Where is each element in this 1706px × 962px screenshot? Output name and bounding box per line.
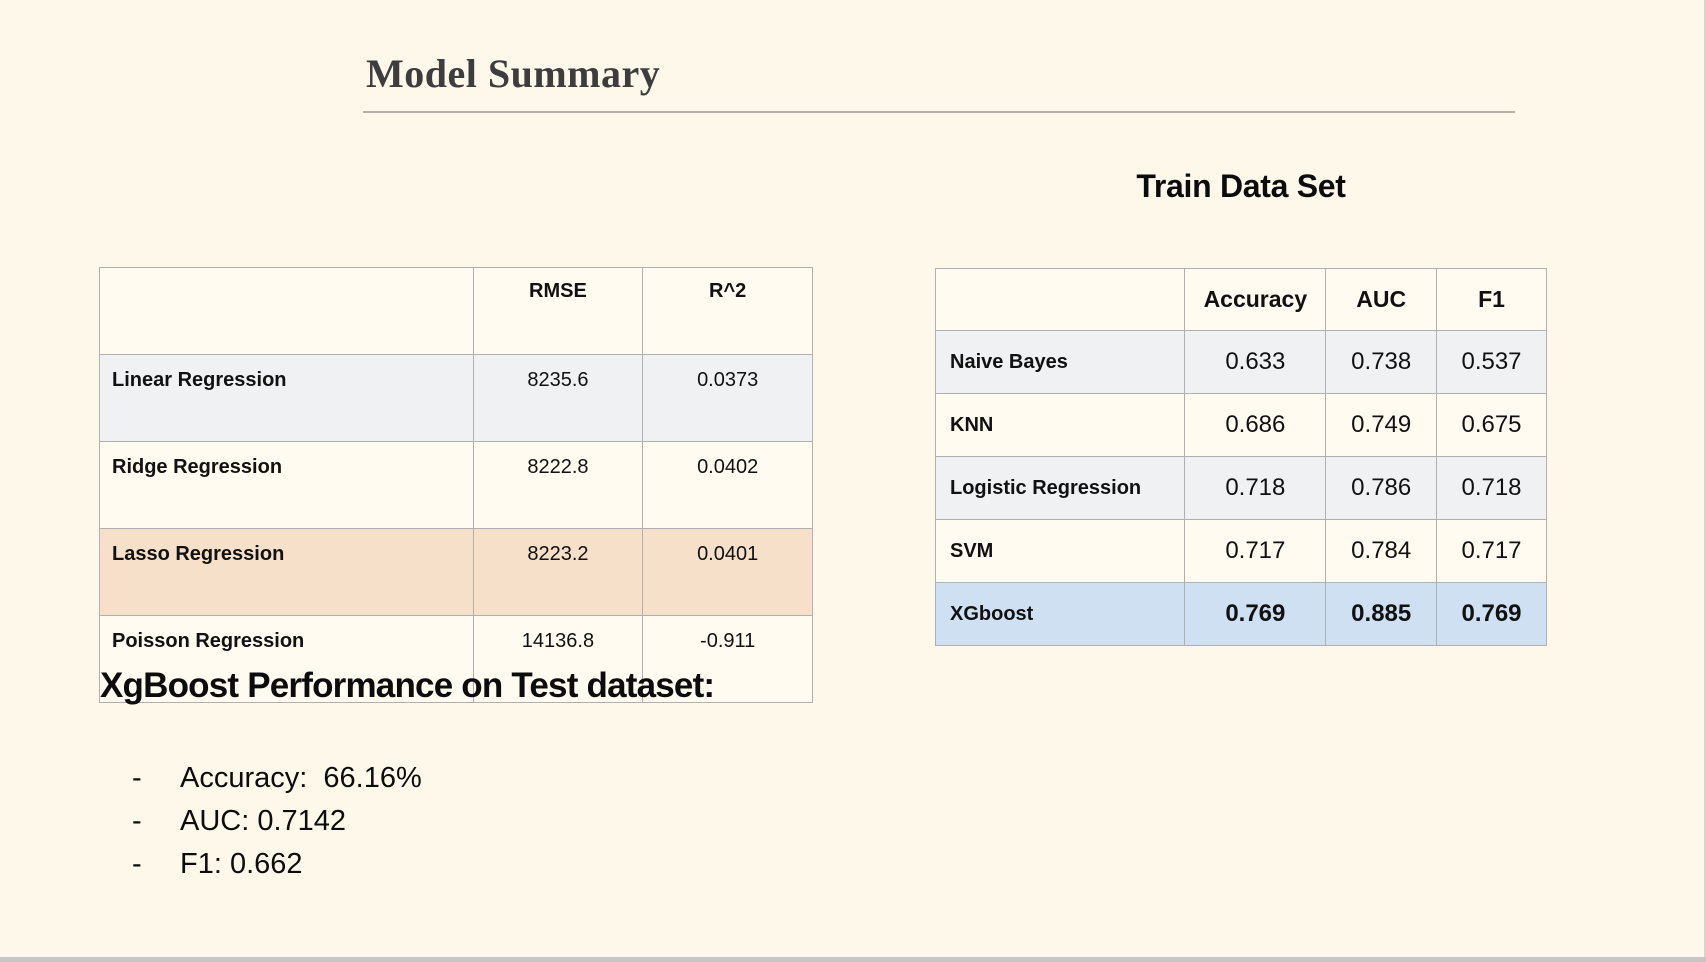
- auc-cell: 0.786: [1325, 456, 1437, 520]
- accuracy-cell: 0.769: [1184, 582, 1327, 646]
- r2-cell: 0.0402: [642, 441, 813, 529]
- table-row: Ridge Regression 8222.8 0.0402: [99, 441, 813, 529]
- model-name-cell: Lasso Regression: [99, 528, 474, 616]
- list-item: - F1: 0.662: [132, 848, 422, 891]
- auc-cell: 0.784: [1325, 519, 1437, 583]
- model-name-cell: Logistic Regression: [934, 456, 1186, 520]
- r2-cell: -0.911: [642, 615, 813, 703]
- table-row-highlighted: Lasso Regression 8223.2 0.0401: [99, 528, 813, 616]
- auc-cell: 0.885: [1325, 582, 1437, 646]
- train-metrics-table: Accuracy AUC F1 Naive Bayes 0.633 0.738 …: [934, 268, 1547, 646]
- list-item: - Accuracy: 66.16%: [132, 762, 422, 805]
- model-name-cell: Linear Regression: [99, 354, 474, 442]
- model-name-cell: SVM: [934, 519, 1186, 583]
- accuracy-cell: 0.686: [1184, 393, 1327, 457]
- r2-cell: 0.0373: [642, 354, 813, 442]
- page-title: Model Summary: [366, 51, 661, 96]
- rmse-cell: 8223.2: [472, 528, 644, 616]
- accuracy-cell: 0.717: [1184, 519, 1327, 583]
- table-row: Poisson Regression 14136.8 -0.911: [99, 615, 813, 703]
- metric-accuracy-text: Accuracy: 66.16%: [180, 762, 422, 794]
- list-item: - AUC: 0.7142: [132, 805, 422, 848]
- auc-cell: 0.738: [1325, 330, 1437, 394]
- header-cell-empty: [99, 267, 474, 355]
- table-row: Linear Regression 8235.6 0.0373: [99, 354, 813, 442]
- auc-cell: 0.749: [1325, 393, 1437, 457]
- metric-f1-text: F1: 0.662: [180, 848, 303, 880]
- title-underline: [363, 111, 1515, 113]
- bullet-dash: -: [132, 805, 142, 837]
- accuracy-cell: 0.718: [1184, 456, 1327, 520]
- model-name-cell: XGboost: [934, 582, 1186, 646]
- rmse-cell: 8235.6: [472, 354, 644, 442]
- bullet-dash: -: [132, 762, 142, 794]
- f1-cell: 0.769: [1436, 582, 1547, 646]
- f1-cell: 0.675: [1436, 393, 1547, 457]
- table-header-row: RMSE R^2: [99, 267, 813, 355]
- test-metrics-list: - Accuracy: 66.16% - AUC: 0.7142 - F1: 0…: [132, 762, 422, 891]
- header-cell-accuracy: Accuracy: [1184, 268, 1327, 331]
- table-row: KNN 0.686 0.749 0.675: [934, 393, 1547, 457]
- header-cell-empty: [934, 268, 1186, 331]
- regression-metrics-table: RMSE R^2 Linear Regression 8235.6 0.0373…: [99, 267, 813, 703]
- train-table-title: Train Data Set: [1136, 168, 1346, 204]
- table-row: Logistic Regression 0.718 0.786 0.718: [934, 456, 1547, 520]
- accuracy-cell: 0.633: [1184, 330, 1327, 394]
- model-name-cell: Ridge Regression: [99, 441, 474, 529]
- rmse-cell: 8222.8: [472, 441, 644, 529]
- header-cell-r2: R^2: [642, 267, 813, 355]
- model-name-cell: Naive Bayes: [934, 330, 1186, 394]
- f1-cell: 0.718: [1436, 456, 1547, 520]
- model-name-cell: Poisson Regression: [99, 615, 474, 703]
- test-performance-heading: XgBoost Performance on Test dataset:: [100, 666, 715, 705]
- header-cell-f1: F1: [1436, 268, 1547, 331]
- header-cell-rmse: RMSE: [472, 267, 644, 355]
- f1-cell: 0.537: [1436, 330, 1547, 394]
- bullet-dash: -: [132, 848, 142, 880]
- model-name-cell: KNN: [934, 393, 1186, 457]
- footer-bar: [0, 957, 1706, 962]
- header-cell-auc: AUC: [1325, 268, 1437, 331]
- table-row-highlighted: XGboost 0.769 0.885 0.769: [934, 582, 1547, 646]
- table-row: Naive Bayes 0.633 0.738 0.537: [934, 330, 1547, 394]
- slide-right-edge: [1704, 0, 1706, 962]
- table-row: SVM 0.717 0.784 0.717: [934, 519, 1547, 583]
- metric-auc-text: AUC: 0.7142: [180, 805, 347, 837]
- r2-cell: 0.0401: [642, 528, 813, 616]
- table-header-row: Accuracy AUC F1: [934, 268, 1547, 331]
- f1-cell: 0.717: [1436, 519, 1547, 583]
